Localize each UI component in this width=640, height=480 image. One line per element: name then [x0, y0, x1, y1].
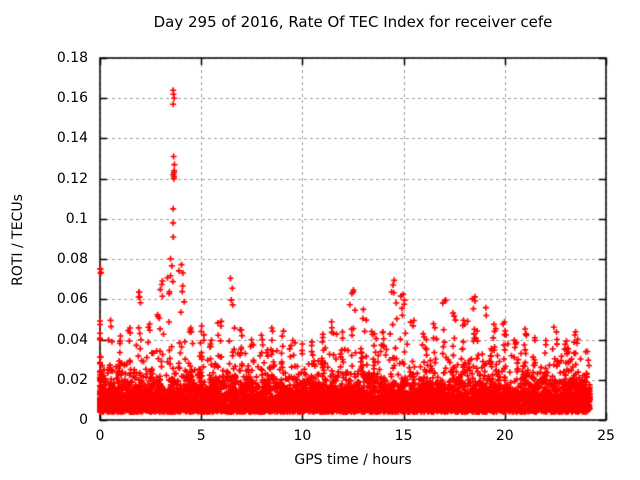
- y-tick-label: 0.04: [56, 331, 88, 348]
- y-tick-label: 0.14: [56, 130, 88, 147]
- y-axis-label: ROTI / TECUs: [10, 194, 26, 286]
- x-tick-label: 25: [597, 428, 615, 444]
- y-tick-label: 0.1: [65, 210, 88, 227]
- chart-title: Day 295 of 2016, Rate Of TEC Index for r…: [153, 13, 553, 31]
- x-tick-label: 20: [495, 428, 514, 444]
- y-tick-label: 0.08: [56, 251, 88, 268]
- x-axis-label: GPS time / hours: [294, 452, 412, 468]
- y-tick-label: 0.02: [56, 371, 88, 388]
- y-tick-label: 0.12: [56, 170, 88, 187]
- y-tick-label: 0.06: [56, 291, 88, 308]
- x-tick-label: 10: [293, 428, 312, 444]
- y-tick-label: 0: [79, 412, 88, 428]
- x-tick-label: 0: [95, 428, 105, 444]
- y-tick-label: 0.18: [56, 50, 88, 66]
- y-tick-label: 0.16: [56, 90, 88, 107]
- x-tick-label: 15: [394, 428, 413, 444]
- x-tick-label: 5: [196, 428, 206, 444]
